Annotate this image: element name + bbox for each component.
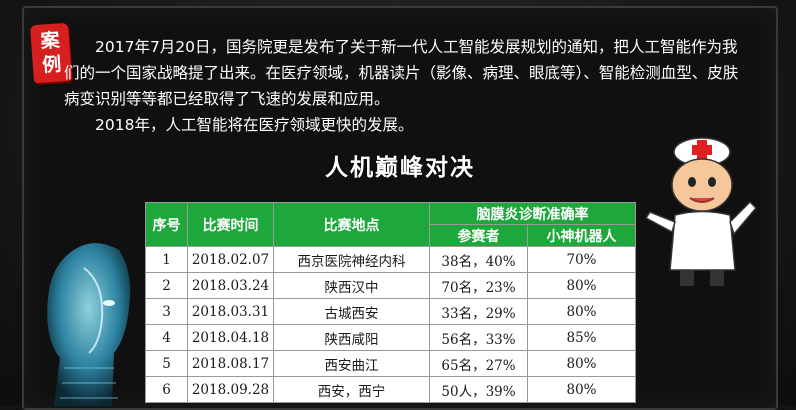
cell-index: 2: [145, 272, 188, 299]
header-date: 比赛时间: [187, 202, 274, 247]
cell-robot: 85%: [527, 324, 636, 351]
header-location: 比赛地点: [273, 202, 430, 247]
cell-date: 2018.09.28: [187, 376, 274, 403]
cell-participants: 65名，27%: [429, 350, 528, 377]
badge-char-2: 例: [41, 53, 63, 77]
header-accuracy-group: 脑膜炎诊断准确率: [429, 202, 636, 225]
cell-participants: 33名，29%: [429, 298, 528, 325]
cell-index: 1: [145, 246, 188, 273]
header-robot: 小神机器人: [527, 224, 636, 247]
cell-robot: 70%: [527, 246, 636, 273]
cell-participants: 70名，23%: [429, 272, 528, 299]
paragraph-1: 2017年7月20日，国务院更是发布了关于新一代人工智能发展规划的通知，把人工智…: [64, 38, 739, 108]
case-paragraph: 2017年7月20日，国务院更是发布了关于新一代人工智能发展规划的通知，把人工智…: [64, 34, 744, 138]
cell-location: 陕西汉中: [273, 272, 430, 299]
cell-robot: 80%: [527, 350, 636, 377]
robot-head-image: [47, 243, 131, 406]
cell-robot: 80%: [527, 272, 636, 299]
cell-date: 2018.03.24: [187, 272, 274, 299]
cell-location: 西安曲江: [273, 350, 430, 377]
cell-date: 2018.04.18: [187, 324, 274, 351]
header-participants: 参赛者: [429, 224, 528, 247]
cell-date: 2018.02.07: [187, 246, 274, 273]
cell-date: 2018.03.31: [187, 298, 274, 325]
badge-char-1: 案: [39, 29, 61, 53]
cell-participants: 56名，33%: [429, 324, 528, 351]
cell-location: 陕西咸阳: [273, 324, 430, 351]
cell-date: 2018.08.17: [187, 350, 274, 377]
table-row: 6 2018.09.28 西安，西宁 50人，39% 80%: [145, 376, 636, 403]
cell-participants: 50人，39%: [429, 376, 528, 403]
cell-index: 5: [145, 350, 188, 377]
table-row: 3 2018.03.31 古城西安 33名，29% 80%: [145, 298, 636, 325]
table-body: 1 2018.02.07 西京医院神经内科 38名，40% 70% 2 2018.03.24…: [145, 246, 636, 403]
results-table: 序号 比赛时间 比赛地点 脑膜炎诊断准确率 参赛者 小神机器人 1 2018.02…: [145, 202, 636, 403]
table-row: 2 2018.03.24 陕西汉中 70名，23% 80%: [145, 272, 636, 299]
cell-location: 西京医院神经内科: [273, 246, 430, 273]
doctor-cartoon-image: [644, 137, 758, 286]
cell-location: 西安，西宁: [273, 376, 430, 403]
cell-robot: 80%: [527, 376, 636, 403]
header-index: 序号: [145, 202, 188, 247]
cell-robot: 80%: [527, 298, 636, 325]
section-title: 人机巅峰对决: [325, 155, 475, 181]
cell-location: 古城西安: [273, 298, 430, 325]
cell-index: 4: [145, 324, 188, 351]
cell-index: 3: [145, 298, 188, 325]
paragraph-2: 2018年，人工智能将在医疗领域更快的发展。: [95, 116, 414, 134]
cell-index: 6: [145, 376, 188, 403]
cell-participants: 38名，40%: [429, 246, 528, 273]
table-row: 5 2018.08.17 西安曲江 65名，27% 80%: [145, 350, 636, 377]
table-row: 4 2018.04.18 陕西咸阳 56名，33% 85%: [145, 324, 636, 351]
table-row: 1 2018.02.07 西京医院神经内科 38名，40% 70%: [145, 246, 636, 273]
